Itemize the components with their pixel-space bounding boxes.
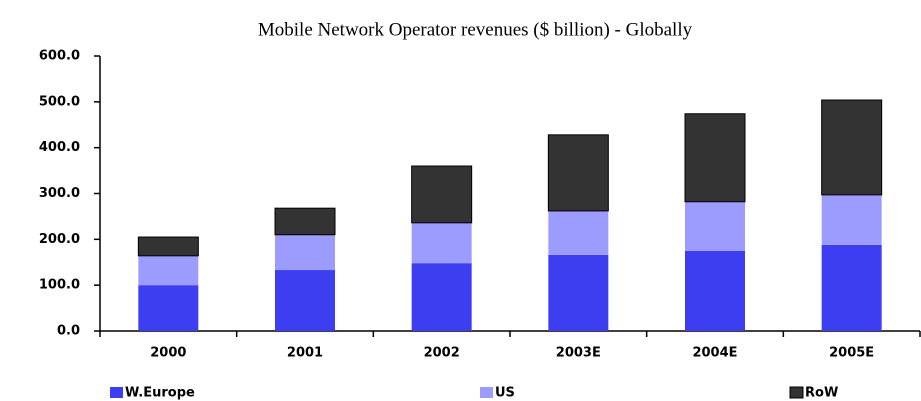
legend-swatch [480,387,493,398]
y-tick-label: 500.0 [39,94,80,109]
bar-segment [275,234,335,271]
legend-label: US [495,386,515,401]
bar-segment [547,134,609,212]
legend-label: W.Europe [125,386,195,401]
bar-segment [411,222,472,264]
bar-segment [548,210,609,255]
bar-segment [821,244,882,331]
y-tick-label: 400.0 [39,140,80,155]
bar-segment [411,263,472,331]
bar-segment [821,99,883,196]
x-tick-label: 2005E [829,346,874,361]
bar-segment [548,254,609,331]
x-tick-label: 2001 [287,346,323,361]
x-tick-label: 2000 [150,346,186,361]
bar-segment [275,270,335,331]
y-tick-label: 600.0 [39,49,80,64]
x-tick-label: 2002 [424,346,460,361]
bar-segment [684,113,746,203]
bar-segment [821,194,882,245]
bar-segment [274,207,336,236]
legend-swatch [110,387,123,398]
y-tick-label: 100.0 [39,278,80,293]
chart-title: Mobile Network Operator revenues ($ bill… [258,19,693,40]
bar-segment [138,255,199,286]
legend-swatch [789,386,804,399]
bar-segment [685,250,745,331]
bar-segment [411,165,473,224]
bar-segment [137,236,199,257]
y-tick-label: 300.0 [39,186,80,201]
bar-segment [685,201,745,251]
legend-label: RoW [805,386,838,401]
x-tick-label: 2003E [556,346,601,361]
y-tick-label: 0.0 [57,324,80,339]
bar-segment [138,285,199,331]
y-tick-label: 200.0 [39,232,80,247]
x-tick-label: 2004E [692,346,737,361]
